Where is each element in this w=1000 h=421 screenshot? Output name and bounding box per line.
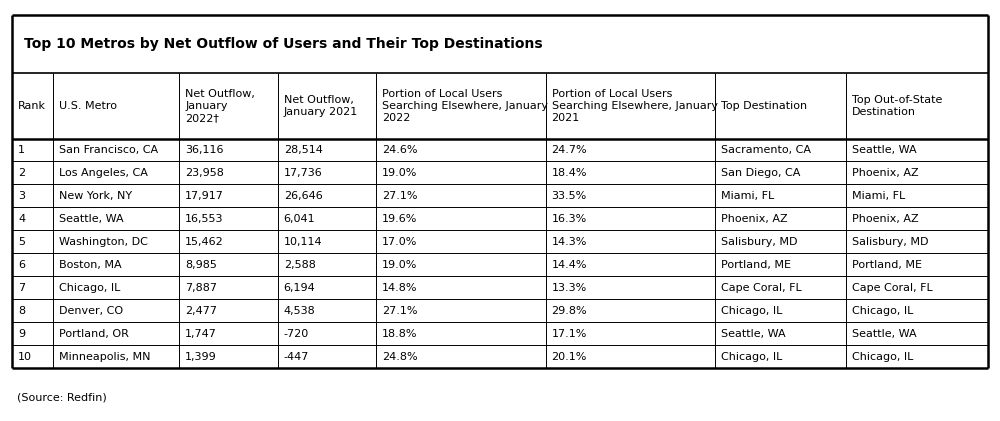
Text: 19.0%: 19.0% <box>382 260 418 270</box>
Text: 14.4%: 14.4% <box>552 260 587 270</box>
Text: Top Out-of-State
Destination: Top Out-of-State Destination <box>852 95 942 117</box>
Text: Chicago, IL: Chicago, IL <box>852 352 913 362</box>
Text: 15,462: 15,462 <box>185 237 224 247</box>
Text: 1: 1 <box>18 145 25 155</box>
Text: 19.0%: 19.0% <box>382 168 418 178</box>
Text: 20.1%: 20.1% <box>552 352 587 362</box>
Text: Miami, FL: Miami, FL <box>852 191 905 201</box>
Text: Rank: Rank <box>18 101 46 111</box>
Text: Phoenix, AZ: Phoenix, AZ <box>852 168 918 178</box>
Text: 24.8%: 24.8% <box>382 352 418 362</box>
Text: Salisbury, MD: Salisbury, MD <box>852 237 928 247</box>
Text: Minneapolis, MN: Minneapolis, MN <box>59 352 150 362</box>
Text: Phoenix, AZ: Phoenix, AZ <box>721 214 787 224</box>
Text: -447: -447 <box>284 352 309 362</box>
Text: Salisbury, MD: Salisbury, MD <box>721 237 797 247</box>
Text: Los Angeles, CA: Los Angeles, CA <box>59 168 148 178</box>
Text: 17,917: 17,917 <box>185 191 224 201</box>
Text: Net Outflow,
January
2022†: Net Outflow, January 2022† <box>185 89 255 123</box>
Text: 17.1%: 17.1% <box>552 329 587 339</box>
Text: 14.8%: 14.8% <box>382 283 418 293</box>
Text: Boston, MA: Boston, MA <box>59 260 121 270</box>
Text: 18.8%: 18.8% <box>382 329 418 339</box>
Text: 29.8%: 29.8% <box>552 306 587 316</box>
Text: Chicago, IL: Chicago, IL <box>59 283 120 293</box>
Text: 2: 2 <box>18 168 25 178</box>
Text: 3: 3 <box>18 191 25 201</box>
Text: 17.0%: 17.0% <box>382 237 418 247</box>
Text: 10: 10 <box>18 352 32 362</box>
Text: Washington, DC: Washington, DC <box>59 237 148 247</box>
Text: Portion of Local Users
Searching Elsewhere, January
2022: Portion of Local Users Searching Elsewhe… <box>382 89 548 123</box>
Text: U.S. Metro: U.S. Metro <box>59 101 117 111</box>
Text: Chicago, IL: Chicago, IL <box>721 306 782 316</box>
Text: Phoenix, AZ: Phoenix, AZ <box>852 214 918 224</box>
Text: 36,116: 36,116 <box>185 145 224 155</box>
Text: Chicago, IL: Chicago, IL <box>721 352 782 362</box>
Text: 6,194: 6,194 <box>284 283 315 293</box>
Text: -720: -720 <box>284 329 309 339</box>
Text: Chicago, IL: Chicago, IL <box>852 306 913 316</box>
Text: 5: 5 <box>18 237 25 247</box>
Text: 26,646: 26,646 <box>284 191 322 201</box>
Text: 8: 8 <box>18 306 25 316</box>
Text: San Diego, CA: San Diego, CA <box>721 168 800 178</box>
Text: 4,538: 4,538 <box>284 306 315 316</box>
Text: 2,477: 2,477 <box>185 306 217 316</box>
Text: Top Destination: Top Destination <box>721 101 807 111</box>
Text: 14.3%: 14.3% <box>552 237 587 247</box>
Text: New York, NY: New York, NY <box>59 191 132 201</box>
Text: Seattle, WA: Seattle, WA <box>59 214 123 224</box>
Text: 23,958: 23,958 <box>185 168 224 178</box>
Text: Seattle, WA: Seattle, WA <box>852 329 916 339</box>
Text: Cape Coral, FL: Cape Coral, FL <box>721 283 802 293</box>
Text: Miami, FL: Miami, FL <box>721 191 774 201</box>
Text: 6: 6 <box>18 260 25 270</box>
Text: 18.4%: 18.4% <box>552 168 587 178</box>
Text: Portland, ME: Portland, ME <box>852 260 922 270</box>
Text: Portland, ME: Portland, ME <box>721 260 791 270</box>
Text: Denver, CO: Denver, CO <box>59 306 123 316</box>
Text: 27.1%: 27.1% <box>382 306 418 316</box>
Text: 28,514: 28,514 <box>284 145 323 155</box>
Text: 24.6%: 24.6% <box>382 145 418 155</box>
Text: 8,985: 8,985 <box>185 260 217 270</box>
Text: 7,887: 7,887 <box>185 283 217 293</box>
Text: 7: 7 <box>18 283 25 293</box>
Text: Portland, OR: Portland, OR <box>59 329 129 339</box>
Text: (Source: Redfin): (Source: Redfin) <box>17 393 107 403</box>
Text: 1,399: 1,399 <box>185 352 217 362</box>
Text: 13.3%: 13.3% <box>552 283 587 293</box>
Text: 1,747: 1,747 <box>185 329 217 339</box>
Text: Cape Coral, FL: Cape Coral, FL <box>852 283 932 293</box>
Text: Top 10 Metros by Net Outflow of Users and Their Top Destinations: Top 10 Metros by Net Outflow of Users an… <box>24 37 543 51</box>
Text: San Francisco, CA: San Francisco, CA <box>59 145 158 155</box>
Text: 16,553: 16,553 <box>185 214 224 224</box>
Text: Net Outflow,
January 2021: Net Outflow, January 2021 <box>284 95 358 117</box>
Text: 6,041: 6,041 <box>284 214 315 224</box>
Text: 10,114: 10,114 <box>284 237 322 247</box>
Text: 33.5%: 33.5% <box>552 191 587 201</box>
Text: 4: 4 <box>18 214 25 224</box>
Text: Portion of Local Users
Searching Elsewhere, January
2021: Portion of Local Users Searching Elsewhe… <box>552 89 718 123</box>
Text: 27.1%: 27.1% <box>382 191 418 201</box>
Text: Sacramento, CA: Sacramento, CA <box>721 145 811 155</box>
Text: 19.6%: 19.6% <box>382 214 418 224</box>
Text: 2,588: 2,588 <box>284 260 316 270</box>
Text: 9: 9 <box>18 329 25 339</box>
Text: Seattle, WA: Seattle, WA <box>721 329 785 339</box>
Text: 17,736: 17,736 <box>284 168 322 178</box>
Text: Seattle, WA: Seattle, WA <box>852 145 916 155</box>
Text: 24.7%: 24.7% <box>552 145 587 155</box>
Text: 16.3%: 16.3% <box>552 214 587 224</box>
